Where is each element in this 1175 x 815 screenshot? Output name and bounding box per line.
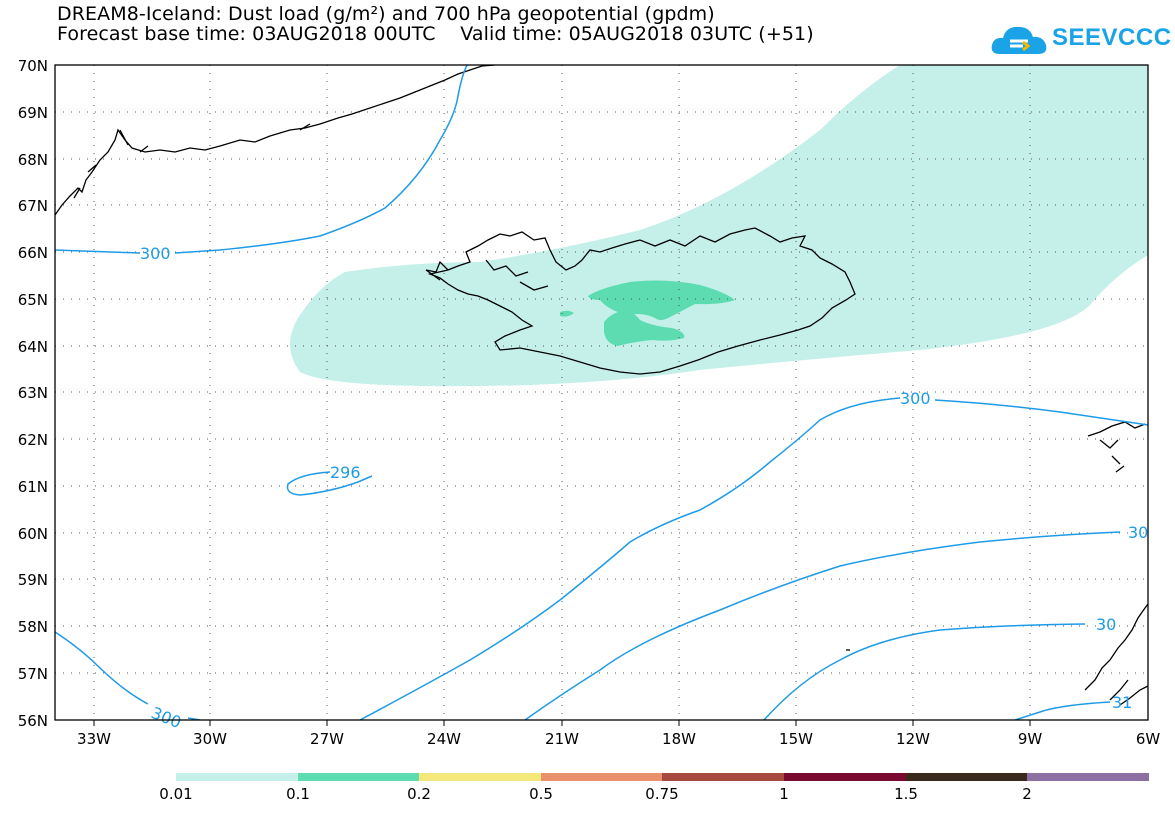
lon-label: 33W [77,730,111,748]
logo-text: SEEVCCC [1052,24,1172,51]
lat-label: 58N [18,618,48,636]
coastlines [55,65,1148,706]
contour-300-north [55,65,468,254]
colorbar-label: 0.75 [645,785,679,803]
lon-label: 30W [193,730,227,748]
colorbar-swatch [419,773,541,781]
seevccc-logo: SEEVCCC [990,20,1171,60]
lat-label: 61N [18,478,48,496]
contour-296 [286,471,373,496]
plot-frame [54,64,1149,721]
lon-label: 21W [545,730,579,748]
lat-label: 63N [18,384,48,402]
colorbar-swatch [662,773,784,781]
contour-312 [1014,701,1111,720]
lat-label: 64N [18,338,48,356]
lat-label: 66N [18,244,48,262]
dust-area-medium-2 [604,310,685,346]
greenland-fjords [73,123,311,199]
contour-308 [763,623,1086,720]
iceland-coast [427,227,856,375]
greenland-coast [55,65,496,216]
colorbar-swatch [176,773,298,781]
contour-label: 30 [1128,523,1148,542]
contour-labels: 300 296 300 30 30 31 300 [140,244,1148,732]
lon-label: 24W [427,730,461,748]
colorbar-swatch [1027,773,1149,781]
cloud-icon [991,26,1047,54]
latitude-labels: 70N 69N 68N 67N 66N 65N 64N 63N 62N 61N … [18,57,48,730]
lat-label: 59N [18,571,48,589]
dust-area-low [290,65,1148,387]
map-title: DREAM8-Iceland: Dust load (g/m²) and 700… [57,3,715,25]
dust-load-field [290,65,1148,387]
lat-label: 62N [18,431,48,449]
colorbar-label: 0.1 [286,785,310,803]
colorbar-swatch [298,773,419,781]
lon-label: 27W [310,730,344,748]
lat-label: 70N [18,57,48,75]
forecast-times: Forecast base time: 03AUG2018 00UTC Vali… [57,23,814,45]
lon-label: 12W [896,730,930,748]
colorbar-label: 0.2 [407,785,431,803]
lat-label: 56N [18,712,48,730]
colorbar-swatch [906,773,1027,781]
longitude-labels: 33W 30W 27W 24W 21W 18W 15W 12W 9W 6W [77,730,1160,748]
contour-label: 300 [149,703,184,732]
dust-area-medium-1 [588,280,735,320]
lat-label: 57N [18,665,48,683]
lat-label: 67N [18,197,48,215]
tick-marks [93,720,1031,726]
lat-label: 60N [18,525,48,543]
contour-label: 300 [140,244,171,263]
colorbar-label: 0.01 [159,785,193,803]
contour-304 [524,531,1121,720]
lat-label: 68N [18,151,48,169]
colorbar-label: 0.5 [529,785,553,803]
geopotential-contours [55,65,1148,720]
contour-label: 31 [1112,693,1132,712]
contour-label: 300 [900,389,931,408]
lon-label: 6W [1136,730,1161,748]
contour-label: 30 [1096,615,1116,634]
lon-label: 9W [1018,730,1043,748]
colorbar-swatch [784,773,906,781]
lon-label: 18W [662,730,696,748]
lon-label: 15W [779,730,813,748]
contour-300-middle [359,397,1148,720]
faroe-coast [1087,421,1146,473]
scotland-coast [1084,603,1148,706]
contour-300-southwest [55,631,201,720]
contour-label: 296 [330,463,361,482]
lat-label: 69N [18,104,48,122]
iceland-westfjords [425,259,549,291]
colorbar-swatch [541,773,662,781]
colorbar-label: 1 [779,785,789,803]
colorbar-label: 2 [1022,785,1032,803]
colorbar-label: 1.5 [894,785,918,803]
colorbar [176,773,1149,781]
dust-area-medium-3 [560,310,574,317]
lat-label: 65N [18,291,48,309]
